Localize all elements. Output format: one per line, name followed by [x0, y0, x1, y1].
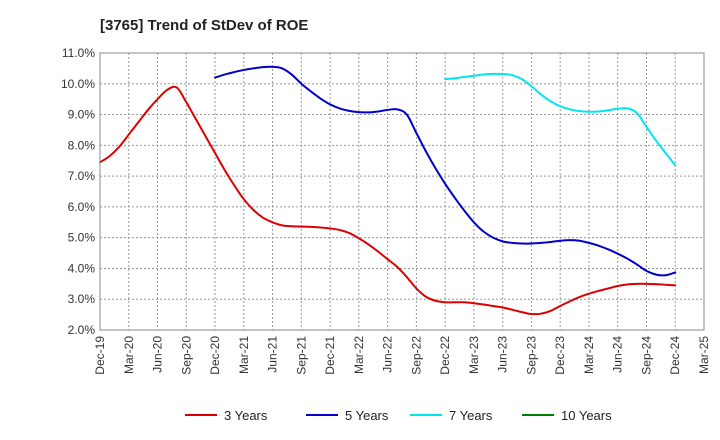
x-tick-label: Jun-20 [151, 336, 165, 373]
legend-label-3-years: 3 Years [224, 408, 268, 423]
y-tick-label: 5.0% [68, 231, 96, 245]
x-axis-tick-labels: Dec-19 Mar-20 Jun-20 Sep-20 Dec-20 Mar-21 Jun-… [93, 336, 711, 375]
x-tick-label: Mar-23 [467, 336, 481, 374]
x-tick-label: Sep-20 [179, 336, 193, 375]
y-tick-label: 11.0% [62, 46, 95, 60]
legend-label-10-years: 10 Years [561, 408, 612, 423]
y-tick-label: 4.0% [68, 261, 96, 275]
y-tick-label: 9.0% [68, 108, 96, 122]
y-axis-tick-labels: 11.0% 10.0% 9.0% 8.0% 7.0% 6.0% 5.0% 4.0% 3.0% 2.… [61, 46, 95, 337]
y-tick-label: 3.0% [68, 292, 96, 306]
x-tick-label: Sep-22 [409, 336, 423, 375]
x-tick-label: Jun-24 [611, 336, 625, 373]
plot-area [100, 53, 704, 330]
x-tick-label: Mar-22 [352, 336, 366, 374]
y-tick-label: 7.0% [68, 169, 96, 183]
series-lines [99, 65, 677, 316]
x-tick-label: Mar-21 [237, 336, 251, 374]
x-tick-label: Sep-23 [524, 336, 538, 375]
x-tick-label: Dec-20 [208, 336, 222, 375]
x-tick-label: Dec-24 [668, 336, 682, 375]
chart-title: [3765] Trend of StDev of ROE [100, 17, 308, 34]
x-tick-label: Dec-21 [323, 336, 337, 375]
y-tick-label: 6.0% [68, 200, 96, 214]
x-tick-label: Mar-24 [582, 336, 596, 374]
x-tick-label: Dec-22 [438, 336, 452, 375]
x-tick-label: Jun-21 [266, 336, 280, 373]
x-tick-label: Sep-24 [639, 336, 653, 375]
legend: 3 Years 5 Years 7 Years 10 Years [185, 408, 612, 423]
series-line-7-years [444, 72, 677, 167]
x-tick-label: Jun-23 [496, 336, 510, 373]
x-tick-label: Sep-21 [294, 336, 308, 375]
x-tick-label: Dec-19 [93, 336, 107, 375]
y-tick-label: 2.0% [68, 323, 96, 337]
x-tick-label: Mar-20 [122, 336, 136, 374]
x-tick-label: Dec-23 [553, 336, 567, 375]
plot-border [99, 52, 705, 331]
y-tick-label: 10.0% [61, 77, 95, 91]
legend-label-5-years: 5 Years [345, 408, 389, 423]
legend-label-7-years: 7 Years [449, 408, 493, 423]
x-tick-label: Mar-25 [697, 336, 711, 374]
series-line-5-years [214, 65, 677, 277]
series-line-3-years [99, 85, 677, 316]
y-tick-label: 8.0% [68, 138, 96, 152]
x-tick-label: Jun-22 [381, 336, 395, 373]
